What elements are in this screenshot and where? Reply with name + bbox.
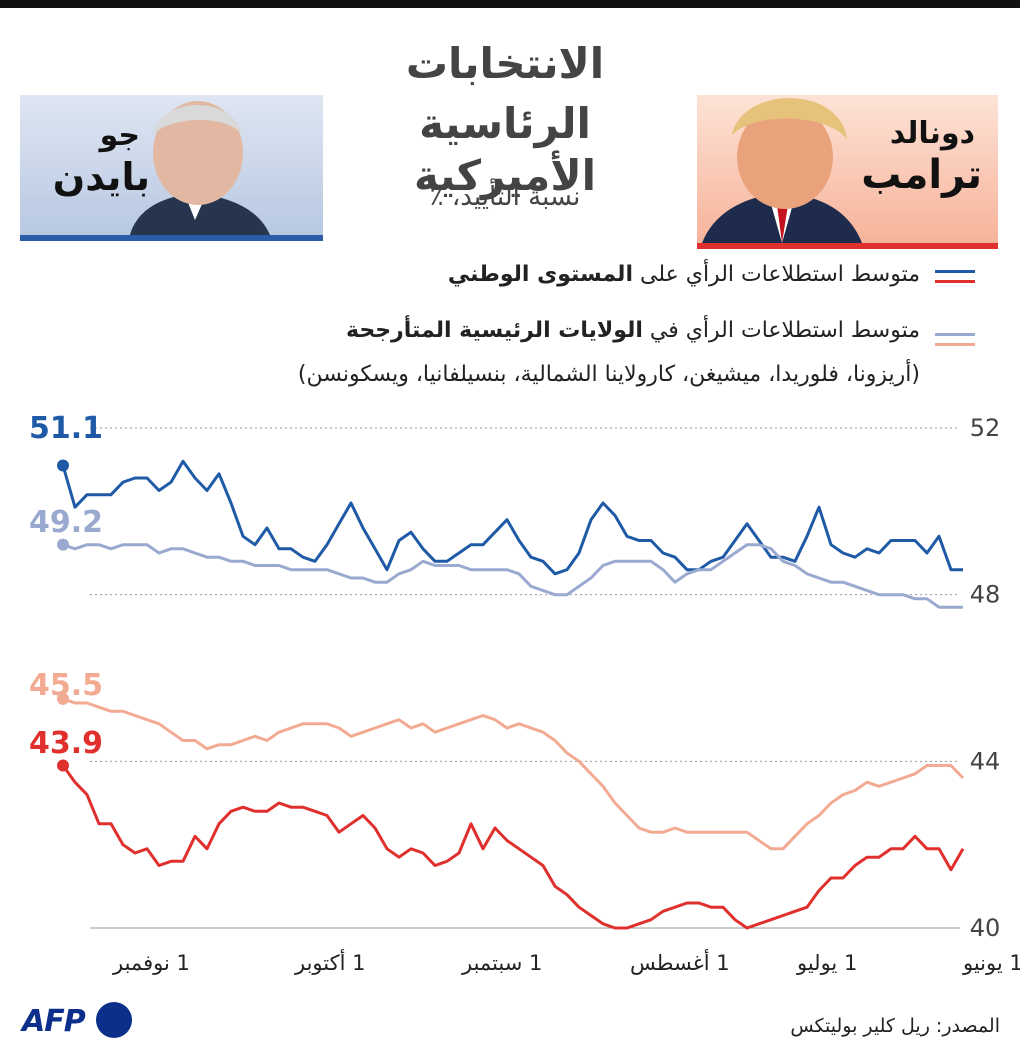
x-tick-4: 1 سبتمبر bbox=[461, 951, 542, 975]
line-biden_swing bbox=[62, 543, 963, 609]
afp-logo-text: AFP bbox=[22, 1004, 86, 1039]
title-line1: الانتخابات bbox=[405, 39, 605, 88]
biden-panel bbox=[20, 95, 323, 241]
x-tick-3: 1 أغسطس bbox=[630, 949, 730, 975]
y-tick-40: 40 bbox=[970, 914, 1001, 942]
subtitle: نسبة التأييد، ٪ bbox=[429, 182, 581, 212]
end-dot-trump_national bbox=[57, 759, 69, 772]
top-bar bbox=[0, 0, 1020, 8]
x-tick-1: 1 يونيو bbox=[962, 951, 1020, 975]
legend-national-bold: المستوى الوطني bbox=[447, 262, 633, 287]
grid-layer bbox=[90, 427, 960, 929]
afp-logo-dot bbox=[96, 1002, 132, 1038]
x-tick-2: 1 يوليو bbox=[796, 951, 857, 975]
legend-national-prefix: متوسط استطلاعات الرأي على bbox=[632, 262, 920, 287]
biden-portrait bbox=[130, 101, 270, 235]
legend-swatch-biden-swing bbox=[935, 333, 975, 336]
legend-swing: متوسط استطلاعات الرأي في الولايات الرئيس… bbox=[200, 318, 920, 343]
trump-last-name: ترامب bbox=[861, 152, 982, 198]
end-dot-biden_swing bbox=[57, 538, 69, 551]
trump-panel bbox=[697, 95, 998, 249]
biden-last-name: بايدن bbox=[52, 155, 150, 199]
x-tick-6: 1 نوفمبر bbox=[112, 951, 190, 975]
end-dot-trump_swing bbox=[57, 692, 69, 705]
y-tick-48: 48 bbox=[970, 581, 1001, 609]
legend-swatch-trump-swing bbox=[935, 343, 975, 346]
line-biden_national bbox=[61, 459, 963, 576]
source-note: المصدر: ريل كلير بوليتكس bbox=[790, 1015, 1000, 1037]
legend-swing-prefix: متوسط استطلاعات الرأي في bbox=[642, 318, 920, 343]
end-dot-biden_national bbox=[57, 459, 69, 472]
legend-swing-bold: الولايات الرئيسية المتأرجحة bbox=[346, 318, 643, 343]
legend-swatch-biden-national bbox=[935, 270, 975, 273]
line-layer bbox=[57, 459, 965, 930]
end-label-trump_national: 43.9 bbox=[29, 726, 103, 761]
end-label-biden_national: 51.1 bbox=[29, 411, 103, 446]
legend-swatch-trump-national bbox=[935, 280, 975, 283]
title-line2: الرئاسية الأميركية bbox=[414, 99, 596, 200]
approval-chart: 52 48 44 40 1 يونيو 1 يوليو 1 أغسطس 1 سبتمبر 1 أ… bbox=[29, 411, 1020, 975]
end-label-biden_swing: 49.2 bbox=[29, 505, 103, 540]
afp-logo: AFP bbox=[22, 1000, 132, 1044]
line-trump_swing bbox=[62, 697, 965, 851]
line-trump_national bbox=[61, 764, 965, 930]
label-layer: 52 48 44 40 1 يونيو 1 يوليو 1 أغسطس 1 سبتمبر 1 أ… bbox=[29, 411, 1020, 975]
biden-first-name: جو bbox=[99, 118, 140, 153]
y-tick-44: 44 bbox=[970, 747, 1001, 775]
trump-portrait bbox=[702, 98, 862, 243]
legend-swing-states: (أريزونا، فلوريدا، ميشيغن، كارولاينا الش… bbox=[297, 362, 920, 387]
legend-national: متوسط استطلاعات الرأي على المستوى الوطني bbox=[300, 262, 920, 287]
y-tick-52: 52 bbox=[970, 414, 1001, 442]
x-tick-5: 1 أكتوبر bbox=[294, 949, 366, 975]
trump-first-name: دونالد bbox=[889, 116, 975, 151]
end-label-trump_swing: 45.5 bbox=[29, 668, 103, 703]
